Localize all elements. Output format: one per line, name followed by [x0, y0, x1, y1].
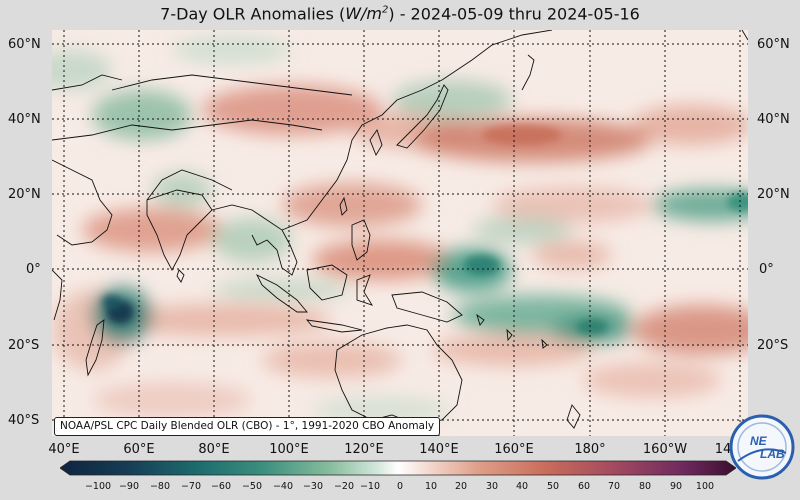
- colorbar-tick: 10: [424, 481, 438, 492]
- logo-ring: [729, 414, 795, 480]
- colorbar-tick: −90: [118, 481, 140, 492]
- colorbar-tick: −40: [272, 481, 294, 492]
- colorbar-tick: 50: [546, 481, 560, 492]
- colorbar-tick: 0: [396, 481, 404, 492]
- logo-text-bottom: LAB: [760, 447, 785, 461]
- colorbar-tick: −10: [359, 481, 381, 492]
- logo-text-top: NE: [750, 434, 768, 448]
- colorbar-tick: 100: [695, 481, 715, 492]
- colorbar-tick: 20: [454, 481, 468, 492]
- colorbar-tick: −100: [84, 481, 112, 492]
- lat-label-left-0: 0°: [26, 262, 41, 277]
- colorbar-gradient: [59, 460, 737, 476]
- colorbar-tick: 30: [485, 481, 499, 492]
- colorbar-tick: 80: [638, 481, 652, 492]
- lat-label-right-0: 0°: [759, 262, 774, 277]
- anomaly-field: [52, 36, 748, 424]
- data-source-credit: NOAA/PSL CPC Daily Blended OLR (CBO) - 1…: [54, 417, 441, 436]
- logo-swoosh-icon: [737, 448, 787, 462]
- lat-label-left-60n: 60°N: [8, 37, 41, 52]
- lat-label-right-60n: 60°N: [757, 37, 790, 52]
- lat-label-right-20n: 20°N: [757, 187, 790, 202]
- colorbar-tick: 60: [577, 481, 591, 492]
- colorbar: [59, 460, 737, 476]
- lon-label-100e: 100°E: [269, 442, 309, 457]
- lat-label-right-40n: 40°N: [757, 112, 790, 127]
- lon-label-80e: 80°E: [198, 442, 230, 457]
- lat-label-left-20n: 20°N: [8, 187, 41, 202]
- colorbar-tick: −20: [333, 481, 355, 492]
- lat-label-left-20s: 20°S: [8, 338, 40, 353]
- colorbar-tick: −50: [241, 481, 263, 492]
- logo-inner-ring: [737, 422, 787, 472]
- strong-anomaly-cores: [102, 125, 748, 335]
- lat-label-left-40n: 40°N: [8, 112, 41, 127]
- olr-anomaly-map: [52, 30, 748, 436]
- colorbar-tick: 70: [607, 481, 621, 492]
- colorbar-tick: 90: [669, 481, 683, 492]
- lon-label-140e: 140°E: [419, 442, 459, 457]
- lon-label-40e: 40°E: [48, 442, 80, 457]
- noaa-psl-logo: NE LAB: [728, 413, 796, 481]
- map-field: [52, 30, 748, 436]
- colorbar-tick: −30: [302, 481, 324, 492]
- colorbar-tick: −80: [149, 481, 171, 492]
- colorbar-tick: −70: [180, 481, 202, 492]
- colorbar-tick: 40: [515, 481, 529, 492]
- lon-label-140w-partial: 14: [714, 442, 732, 457]
- coastlines: [52, 30, 748, 429]
- lon-label-120e: 120°E: [344, 442, 384, 457]
- lat-label-right-20s: 20°S: [757, 338, 789, 353]
- lon-label-160e: 160°E: [494, 442, 534, 457]
- lon-label-180: 180°: [574, 442, 606, 457]
- colorbar-tick: −60: [210, 481, 232, 492]
- lon-label-160w: 160°W: [642, 442, 688, 457]
- lat-label-left-40s: 40°S: [8, 413, 40, 428]
- lon-label-60e: 60°E: [123, 442, 155, 457]
- map-title: 7-Day OLR Anomalies (W/m2) - 2024-05-09 …: [160, 4, 640, 24]
